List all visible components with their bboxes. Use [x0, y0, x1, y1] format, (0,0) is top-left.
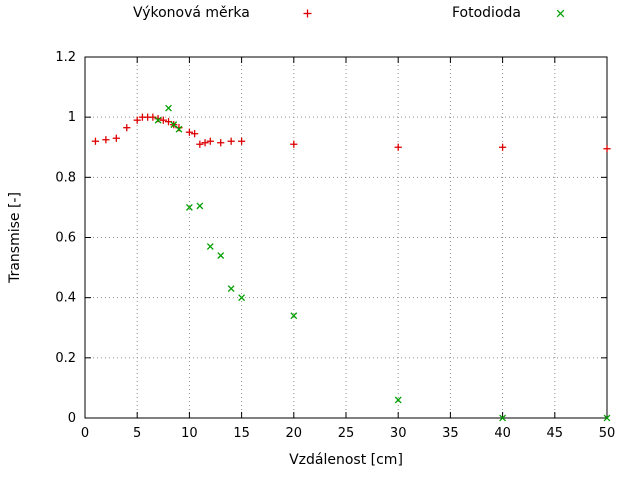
- svg-text:0.8: 0.8: [55, 170, 76, 185]
- x-tick-labels: 0 5 10 15 20 25 30 35 40 45 50: [81, 426, 615, 441]
- data-point-marker: [603, 145, 611, 153]
- data-point-marker: [185, 128, 193, 136]
- data-point-marker: [201, 139, 209, 147]
- data-point-marker: [133, 116, 141, 124]
- data-point-marker: [394, 396, 402, 404]
- data-point-marker: [394, 143, 402, 151]
- data-point-marker: [123, 124, 131, 132]
- svg-text:5: 5: [133, 426, 141, 441]
- series-photodiode: [154, 104, 611, 422]
- svg-text:35: 35: [442, 426, 459, 441]
- data-point-marker: [238, 294, 246, 302]
- data-point-marker: [227, 137, 235, 145]
- svg-text:1.2: 1.2: [55, 50, 76, 65]
- svg-text:0.2: 0.2: [55, 351, 76, 366]
- svg-text:0.6: 0.6: [55, 231, 76, 246]
- svg-text:0: 0: [68, 411, 76, 426]
- data-point-marker: [196, 140, 204, 148]
- data-point-marker: [175, 125, 183, 133]
- axis-ticks: [84, 56, 608, 419]
- svg-text:0.4: 0.4: [55, 291, 76, 306]
- data-point-marker: [154, 116, 162, 124]
- data-point-marker: [206, 243, 214, 250]
- data-point-marker: [290, 312, 298, 320]
- legend-cross-marker-icon: [556, 9, 565, 18]
- svg-text:50: 50: [599, 426, 616, 441]
- data-point-marker: [154, 115, 162, 123]
- data-point-marker: [603, 414, 611, 422]
- data-point-marker: [217, 252, 225, 259]
- data-point-marker: [185, 204, 193, 211]
- svg-text:1: 1: [68, 110, 76, 125]
- legend-label-photodiode: Fotodioda: [452, 5, 521, 21]
- data-point-marker: [290, 140, 298, 148]
- legend-label-power-meter: Výkonová měrka: [133, 5, 250, 21]
- legend-plus-marker-icon: [303, 9, 312, 18]
- data-point-marker: [159, 116, 167, 124]
- series-power-meter: [91, 113, 611, 153]
- y-axis-label: Transmise [-]: [7, 192, 23, 284]
- grid-lines: [84, 56, 608, 419]
- data-point-marker: [217, 139, 225, 147]
- svg-text:30: 30: [390, 426, 407, 441]
- data-point-marker: [499, 143, 507, 151]
- svg-text:40: 40: [494, 426, 511, 441]
- data-point-marker: [196, 202, 204, 210]
- data-point-marker: [227, 285, 235, 293]
- data-point-marker: [165, 104, 172, 112]
- data-point-marker: [102, 136, 110, 144]
- svg-text:10: 10: [181, 426, 198, 441]
- x-axis-label: Vzdálenost [cm]: [289, 452, 403, 468]
- svg-text:15: 15: [233, 426, 250, 441]
- svg-text:20: 20: [286, 426, 303, 441]
- svg-text:45: 45: [547, 426, 564, 441]
- data-point-marker: [499, 414, 507, 422]
- data-point-marker: [238, 137, 246, 145]
- svg-text:0: 0: [81, 426, 89, 441]
- data-point-marker: [91, 137, 100, 145]
- svg-text:25: 25: [338, 426, 355, 441]
- data-point-marker: [112, 134, 120, 142]
- data-point-marker: [191, 130, 199, 138]
- y-tick-labels: 0 0.2 0.4 0.6 0.8 1 1.2: [55, 50, 76, 426]
- data-point-marker: [206, 137, 214, 145]
